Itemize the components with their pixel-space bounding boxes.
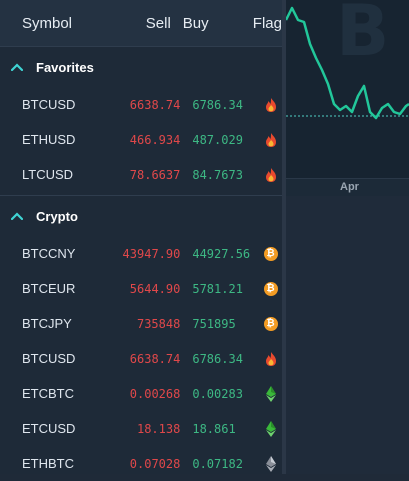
header-sell[interactable]: Sell — [145, 14, 171, 32]
row-buy-price[interactable]: 0.00283 — [192, 386, 243, 401]
row-sell-price[interactable]: 735848 — [136, 316, 181, 331]
row-symbol: BTCCNY — [22, 246, 76, 261]
instrument-row[interactable]: ETCUSD 18.138 18.861 — [0, 411, 282, 446]
watchlist-panel: Symbol Sell Buy Flag Favorites BTCUSD 6638… — [0, 0, 282, 472]
row-sell-price[interactable]: 5644.90 — [129, 281, 181, 296]
chart-watermark: B — [336, 0, 390, 72]
row-symbol: ETHBTC — [22, 456, 74, 471]
ethereum-classic-icon — [259, 420, 282, 437]
section-favorites: Favorites BTCUSD 6638.74 6786.34 ETHUSD 466.9… — [0, 47, 282, 196]
row-buy-price[interactable]: 487.029 — [192, 132, 243, 147]
bitcoin-icon: ₿ — [259, 246, 282, 261]
row-buy-price[interactable]: 5781.21 — [192, 281, 243, 296]
section-header[interactable]: Favorites — [0, 47, 282, 87]
fire-icon — [259, 351, 282, 367]
bitcoin-icon: ₿ — [259, 281, 282, 296]
chevron-up-icon[interactable] — [10, 60, 24, 74]
instrument-row[interactable]: BTCUSD 6638.74 6786.34 — [0, 87, 282, 122]
row-sell-price[interactable]: 43947.90 — [122, 246, 181, 261]
row-sell-price[interactable]: 78.6637 — [129, 167, 181, 182]
watchlist-header: Symbol Sell Buy Flag — [0, 0, 282, 47]
instrument-row[interactable]: ETHUSD 466.934 487.029 — [0, 122, 282, 157]
bitcoin-icon: ₿ — [259, 316, 282, 331]
row-symbol: BTCUSD — [22, 351, 76, 366]
section-divider — [0, 195, 282, 196]
header-flag[interactable]: Flag — [252, 14, 282, 32]
row-symbol: BTCUSD — [22, 97, 76, 112]
row-sell-price[interactable]: 0.00268 — [129, 386, 181, 401]
chart-lower-pane — [286, 196, 409, 474]
row-buy-price[interactable]: 751895 — [192, 316, 236, 331]
row-sell-price[interactable]: 0.07028 — [129, 456, 181, 471]
fire-icon — [259, 132, 282, 148]
section-crypto: Crypto BTCCNY 43947.90 44927.56 ₿ BTCEUR 5644.… — [0, 196, 282, 481]
ethereum-icon — [259, 455, 282, 472]
ethereum-classic-icon — [259, 385, 282, 402]
header-buy[interactable]: Buy — [182, 14, 209, 32]
instrument-row[interactable]: ETHBTC 0.07028 0.07182 — [0, 446, 282, 481]
price-line-chart — [284, 6, 409, 120]
price-series-line — [284, 6, 409, 120]
row-sell-price[interactable]: 6638.74 — [129, 351, 181, 366]
row-buy-price[interactable]: 6786.34 — [192, 351, 243, 366]
instrument-row[interactable]: BTCEUR 5644.90 5781.21 ₿ — [0, 271, 282, 306]
instrument-row[interactable]: ETCBTC 0.00268 0.00283 — [0, 376, 282, 411]
axis-label-apr: Apr — [340, 181, 359, 193]
section-title: Crypto — [36, 208, 78, 224]
row-symbol: ETCBTC — [22, 386, 74, 401]
instrument-row[interactable]: BTCJPY 735848 751895 ₿ — [0, 306, 282, 341]
panel-divider[interactable] — [282, 0, 286, 474]
row-sell-price[interactable]: 18.138 — [136, 421, 181, 436]
watchlist-sections: Favorites BTCUSD 6638.74 6786.34 ETHUSD 466.9… — [0, 47, 282, 481]
fire-icon — [259, 97, 282, 113]
instrument-row[interactable]: BTCCNY 43947.90 44927.56 ₿ — [0, 236, 282, 271]
section-title: Favorites — [36, 59, 94, 75]
row-buy-price[interactable]: 18.861 — [192, 421, 236, 436]
price-chart[interactable]: B Apr — [284, 0, 409, 474]
row-buy-price[interactable]: 6786.34 — [192, 97, 243, 112]
section-header[interactable]: Crypto — [0, 196, 282, 236]
instrument-row[interactable]: LTCUSD 78.6637 84.7673 — [0, 157, 282, 192]
fire-icon — [259, 167, 282, 183]
row-symbol: LTCUSD — [22, 167, 74, 182]
row-symbol: ETCUSD — [22, 421, 76, 436]
row-symbol: BTCEUR — [22, 281, 76, 296]
row-sell-price[interactable]: 6638.74 — [129, 97, 181, 112]
chart-time-axis: Apr — [286, 178, 409, 197]
chevron-up-icon[interactable] — [10, 209, 24, 223]
row-symbol: BTCJPY — [22, 316, 72, 331]
row-buy-price[interactable]: 44927.56 — [192, 246, 251, 261]
row-symbol: ETHUSD — [22, 132, 76, 147]
row-sell-price[interactable]: 466.934 — [129, 132, 181, 147]
header-symbol[interactable]: Symbol — [22, 14, 73, 32]
row-buy-price[interactable]: 0.07182 — [192, 456, 243, 471]
row-buy-price[interactable]: 84.7673 — [192, 167, 243, 182]
chart-plot-area[interactable]: B — [284, 0, 409, 178]
instrument-row[interactable]: BTCUSD 6638.74 6786.34 — [0, 341, 282, 376]
